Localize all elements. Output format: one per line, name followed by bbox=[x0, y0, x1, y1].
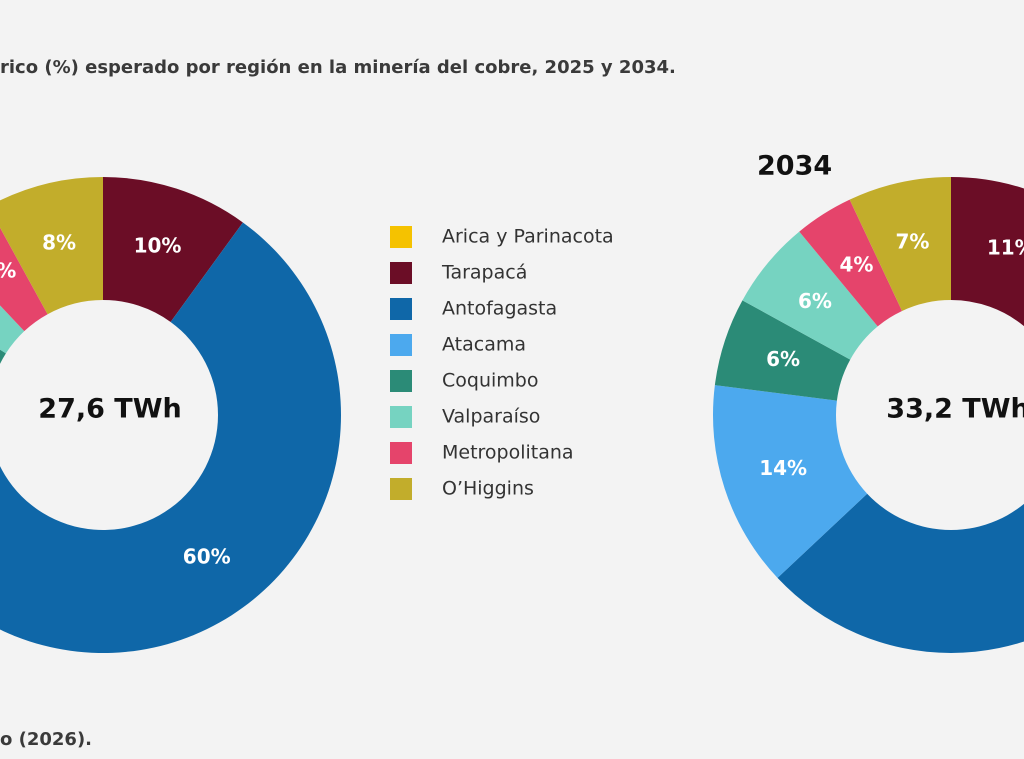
donut-segment bbox=[849, 177, 951, 311]
legend-label: Arica y Parinacota bbox=[442, 226, 614, 248]
value-label: 4% bbox=[0, 259, 16, 283]
donut-segment bbox=[0, 227, 48, 332]
donut-segment bbox=[714, 300, 851, 401]
page-title: rico (%) esperado por región en la miner… bbox=[0, 57, 676, 78]
donut-segment bbox=[0, 177, 103, 315]
legend-label: Tarapacá bbox=[441, 262, 527, 284]
value-label: 60% bbox=[183, 544, 231, 568]
value-label: 10% bbox=[134, 234, 182, 258]
center-label: 27,6 TWh bbox=[38, 394, 181, 425]
legend-label: Atacama bbox=[442, 334, 526, 356]
value-label: 8% bbox=[42, 231, 76, 255]
charts: 10% 60% 4% 8% 27,6 TWh 11% 14% 6% 6% 4% 7% 33,2 TWh… bbox=[0, 151, 1024, 653]
donut-segment bbox=[103, 177, 243, 322]
value-label: 14% bbox=[759, 456, 807, 480]
legend-swatch bbox=[390, 298, 412, 320]
legend-swatch bbox=[390, 226, 412, 248]
value-label: 6% bbox=[766, 347, 800, 371]
donut-segment bbox=[0, 305, 25, 354]
value-label: 6% bbox=[798, 289, 832, 313]
donut-segment bbox=[799, 199, 903, 327]
legend-swatch bbox=[390, 334, 412, 356]
legend-label: Metropolitana bbox=[442, 442, 574, 464]
donut-segment bbox=[713, 385, 868, 578]
legend-label: Valparaíso bbox=[442, 406, 540, 428]
legend-label: O’Higgins bbox=[442, 478, 534, 500]
chart-title: 2034 bbox=[757, 151, 832, 182]
legend-swatch bbox=[390, 442, 412, 464]
value-label: 7% bbox=[896, 229, 930, 253]
legend-swatch bbox=[390, 370, 412, 392]
donut-segment bbox=[742, 231, 878, 360]
legend-swatch bbox=[390, 262, 412, 284]
donut-segment bbox=[777, 493, 1024, 653]
source: o (2026). bbox=[0, 729, 92, 750]
donut-segment bbox=[0, 349, 6, 364]
donut-segment bbox=[0, 222, 341, 653]
center-label: 33,2 TWh bbox=[886, 394, 1024, 425]
value-label: 11% bbox=[987, 235, 1024, 259]
value-label: 4% bbox=[839, 252, 873, 276]
legend-swatch bbox=[390, 478, 412, 500]
legend-label: Coquimbo bbox=[442, 370, 538, 392]
legend-label: Antofagasta bbox=[442, 298, 557, 320]
donut-segment bbox=[951, 177, 1024, 327]
legend-swatch bbox=[390, 406, 412, 428]
legend: Arica y Parinacota Tarapacá Antofagasta Ata… bbox=[390, 226, 614, 500]
